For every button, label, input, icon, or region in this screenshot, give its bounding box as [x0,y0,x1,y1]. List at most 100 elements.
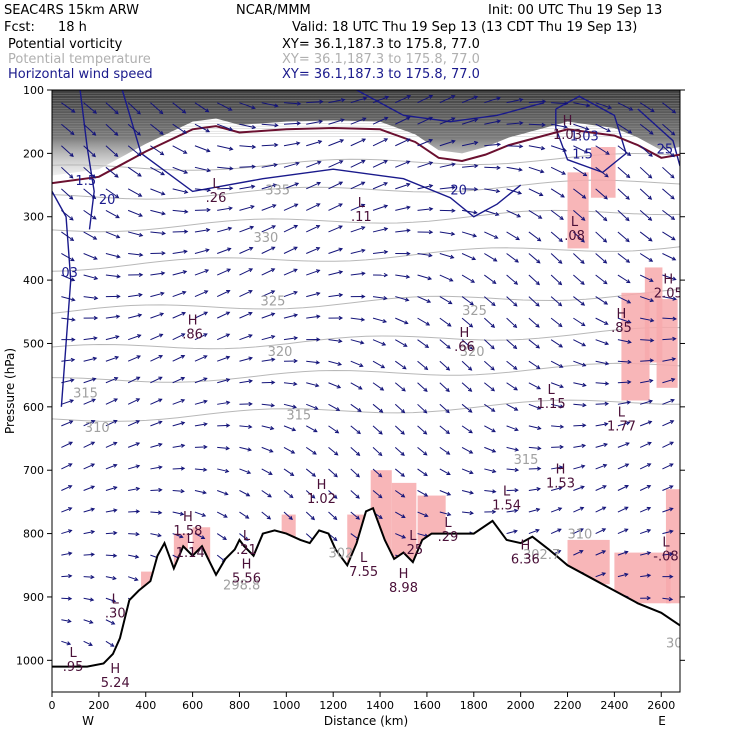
wind-arrow [61,231,74,241]
wind-arrow-head [293,246,298,251]
wind-arrow-head [556,549,562,554]
wind-arrow-head [293,358,298,364]
wind-arrow-head [469,301,475,306]
wind-arrow [573,339,586,347]
wind-arrow-head [445,387,450,393]
wind-arrow [194,188,211,191]
wind-arrow-head [400,472,406,477]
wind-arrow-head [179,534,184,539]
wind-arrow-head [382,318,388,324]
wind-arrow-head [203,422,208,427]
wind-arrow [83,145,96,157]
pv-extremum-letter: H [460,326,470,341]
wind-arrow [640,339,654,342]
wind-arrow-head [91,398,96,403]
wind-arrow-head [670,153,675,158]
wind-arrow [128,294,142,298]
wind-arrow-head [406,116,411,121]
wind-arrow-head [513,365,518,370]
wind-arrow [573,166,587,176]
wind-arrow-head [406,251,411,256]
wind-arrow [217,207,232,211]
pv-extremum-letter: L [112,592,120,607]
wind-arrow [461,468,473,474]
wind-arrow-head [624,506,629,511]
wind-arrow-head [206,207,211,213]
wind-arrow-head [536,385,541,390]
wind-arrow [417,208,433,211]
wind-arrow-head [206,168,212,173]
x-tick-label: 2600 [647,699,675,712]
wind-arrow [239,446,252,451]
wind-arrow-head [206,187,212,193]
forecast-hour: 18 h [58,20,87,35]
wind-arrow [61,102,75,113]
wind-arrow-head [90,463,96,468]
wind-arrow-head [580,280,585,285]
wind-arrow-head [423,472,428,477]
wind-arrow-head [601,572,607,577]
wind-arrow [372,490,383,499]
wind-arrow-head [69,237,75,241]
wind-arrow [528,425,541,430]
wind-arrow-head [423,430,428,435]
wind-arrow-head [138,212,143,217]
wind-arrow [528,508,540,513]
y-tick-label: 800 [23,528,44,541]
wind-arrow [662,253,676,261]
wind-arrow [194,249,209,254]
wind-arrow-head [66,641,72,646]
wind-arrow-head [401,387,406,392]
wind-arrow-head [602,259,608,264]
wind-arrow [350,160,365,168]
wind-arrow-head [68,420,74,425]
wind-arrow-head [496,96,501,101]
wind-arrow-head [67,596,73,601]
wind-arrow-head [224,491,229,496]
wind-arrow [595,403,609,405]
wind-arrow-head [114,355,120,360]
wind-arrow-head [670,398,675,403]
wind-arrow [595,231,607,243]
pv-extremum-letter: L [503,485,511,500]
wind-arrow-head [490,387,496,392]
wind-arrow-head [359,363,364,368]
wind-speed-contour [555,95,627,174]
wind-arrow-head [491,302,496,307]
wind-arrow [261,268,275,276]
y-tick-label: 400 [23,274,44,287]
wind-arrow [394,468,405,477]
wind-arrow [395,317,408,324]
theta-contour [52,288,680,314]
wind-arrow-head [91,419,96,424]
wind-arrow [595,572,606,578]
wind-arrow-head [425,321,431,326]
wind-arrow-head [226,289,231,294]
wind-arrow [372,117,388,125]
wind-arrow-head [338,315,344,321]
wind-arrow [372,317,387,323]
wind-arrow [283,142,300,147]
wind-arrow-head [472,233,478,238]
organization-label: NCAR/MMM [236,3,311,18]
wind-arrow-head [648,174,653,179]
wind-arrow-head [270,290,276,295]
wind-arrow [217,468,229,473]
wind-arrow [306,247,320,254]
wind-arrow [484,120,501,125]
wind-arrow-head [229,146,234,151]
wind-arrow-head [138,232,144,237]
wind-arrow [595,423,608,427]
wind-arrow-head [584,149,589,154]
wind-arrow-head [137,172,142,177]
wind-arrow [150,102,163,114]
x-tick-label: 0 [49,699,56,712]
wind-arrow-head [428,206,434,212]
wind-arrow [239,490,250,497]
wind-arrow [239,468,251,474]
wind-arrow [194,490,207,494]
wind-arrow-head [203,311,209,316]
wind-arrow [461,231,477,237]
wind-arrow-head [70,277,76,282]
pv-extremum-value: .85 [611,321,632,336]
